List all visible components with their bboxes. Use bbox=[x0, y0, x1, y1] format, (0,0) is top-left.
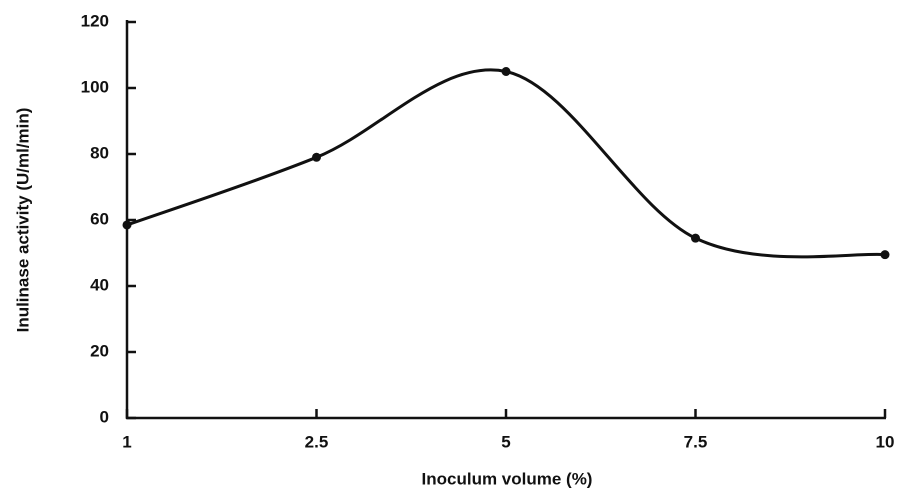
point bbox=[122, 220, 132, 230]
y-tick-label: 0 bbox=[100, 407, 109, 426]
point bbox=[691, 233, 700, 243]
x-axis-label: Inoculum volume (%) bbox=[422, 469, 593, 488]
point bbox=[880, 250, 890, 260]
x-tick-label: 7.5 bbox=[684, 432, 708, 451]
line bbox=[126, 68, 886, 259]
y-tick-label: 100 bbox=[81, 77, 109, 96]
y-tick-label: 40 bbox=[90, 275, 109, 294]
x-tick-label: 10 bbox=[876, 432, 895, 451]
y-tick-label: 80 bbox=[90, 143, 109, 162]
y-axis-label: Inulinase activity (U/ml/min) bbox=[13, 108, 32, 333]
x-tick-label: 5 bbox=[501, 432, 510, 451]
x-tick-label: 2.5 bbox=[305, 432, 329, 451]
point bbox=[312, 152, 321, 162]
x-tick-label: 1 bbox=[122, 432, 131, 451]
y-tick-label: 20 bbox=[90, 341, 109, 360]
point bbox=[501, 67, 511, 76]
y-tick-label: 60 bbox=[90, 209, 109, 228]
y-tick-label: 120 bbox=[81, 11, 109, 30]
